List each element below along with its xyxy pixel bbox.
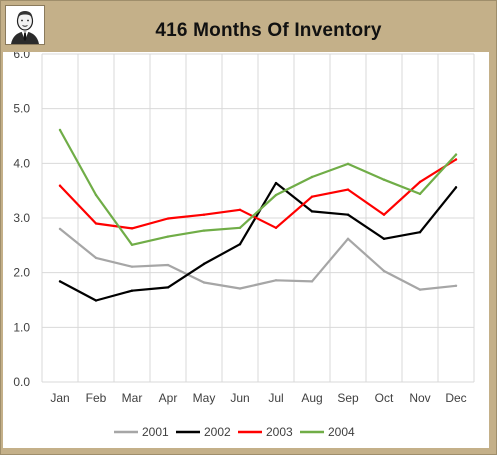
- chart-title: 416 Months Of Inventory: [155, 20, 382, 41]
- series-line-2001: [58, 227, 458, 291]
- data-point-2004: [58, 128, 62, 132]
- data-point-2004: [238, 226, 242, 230]
- data-point-2002: [94, 299, 98, 302]
- x-tick-label: Jan: [50, 391, 69, 405]
- data-point-2003: [94, 222, 98, 225]
- chart-panel: 0.0 1.0 2.0 3.0 4.0 5.0 6.0 Jan Feb Mar Apr May Jun J…: [3, 47, 489, 448]
- y-tick-label: 4.0: [13, 156, 30, 170]
- data-point-2004: [94, 193, 98, 197]
- data-point-2003: [202, 213, 206, 216]
- data-point-2002: [382, 237, 386, 240]
- data-point-2004: [274, 193, 278, 197]
- data-point-2001: [238, 287, 242, 290]
- data-point-2002: [346, 213, 350, 216]
- data-point-2002: [310, 210, 314, 213]
- data-point-2002: [202, 262, 206, 266]
- data-point-2003: [130, 227, 134, 230]
- data-point-2004: [202, 229, 206, 232]
- series-line-2002: [58, 181, 458, 302]
- data-point-2002: [58, 280, 62, 283]
- data-point-2004: [382, 178, 386, 181]
- data-point-2001: [94, 256, 98, 260]
- chart-title-bar: 416 Months Of Inventory: [48, 8, 489, 54]
- legend-label: 2001: [142, 425, 169, 439]
- data-point-2001: [310, 280, 314, 283]
- line-chart: 0.0 1.0 2.0 3.0 4.0 5.0 6.0 Jan Feb Mar Apr May Jun J…: [3, 47, 489, 448]
- x-tick-label: Aug: [301, 391, 322, 405]
- data-point-2001: [454, 284, 458, 287]
- legend-label: 2002: [204, 425, 231, 439]
- data-point-2001: [418, 288, 422, 291]
- person-portrait-icon: [5, 5, 45, 45]
- data-point-2003: [346, 188, 350, 191]
- data-point-2003: [310, 195, 314, 198]
- data-point-2001: [58, 227, 62, 231]
- x-tick-label: Oct: [375, 391, 394, 405]
- x-tick-label: Feb: [86, 391, 107, 405]
- data-point-2003: [166, 217, 170, 220]
- x-tick-label: Mar: [122, 391, 143, 405]
- data-point-2001: [382, 269, 386, 273]
- y-tick-label: 5.0: [13, 102, 30, 116]
- data-point-2004: [130, 243, 134, 246]
- data-point-2004: [310, 175, 314, 179]
- legend-label: 2003: [266, 425, 293, 439]
- data-point-2003: [238, 208, 242, 211]
- data-point-2003: [58, 184, 62, 187]
- x-tick-label: Dec: [445, 391, 466, 405]
- y-tick-label: 3.0: [13, 211, 30, 225]
- chart-background: [3, 52, 489, 448]
- data-point-2004: [418, 192, 422, 196]
- data-point-2002: [238, 243, 242, 246]
- data-point-2004: [454, 153, 458, 156]
- legend-label: 2004: [328, 425, 355, 439]
- y-tick-label: 6.0: [13, 52, 30, 61]
- x-tick-label: May: [193, 391, 216, 405]
- series-line-2003: [58, 158, 458, 230]
- data-point-2003: [454, 158, 458, 161]
- data-point-2003: [382, 213, 386, 216]
- data-point-2003: [418, 180, 422, 184]
- data-point-2001: [130, 265, 134, 268]
- x-tick-label: Jul: [268, 391, 283, 405]
- x-tick-label: Nov: [409, 391, 430, 405]
- data-point-2001: [202, 281, 206, 284]
- data-point-2002: [274, 181, 278, 185]
- data-point-2004: [166, 235, 170, 238]
- y-tick-label: 1.0: [13, 320, 30, 334]
- y-tick-label: 0.0: [13, 375, 30, 389]
- data-point-2001: [346, 237, 350, 240]
- data-point-2001: [166, 263, 170, 267]
- data-point-2004: [346, 162, 350, 166]
- data-point-2002: [130, 289, 134, 292]
- data-point-2002: [166, 286, 170, 289]
- data-point-2002: [418, 231, 422, 234]
- x-tick-label: Jun: [230, 391, 249, 405]
- x-tick-label: Apr: [159, 391, 178, 405]
- data-point-2003: [274, 226, 278, 230]
- y-tick-label: 2.0: [13, 266, 30, 280]
- data-point-2001: [274, 279, 278, 282]
- x-tick-label: Sep: [337, 391, 359, 405]
- series-line-2004: [58, 128, 458, 246]
- data-point-2002: [454, 186, 458, 189]
